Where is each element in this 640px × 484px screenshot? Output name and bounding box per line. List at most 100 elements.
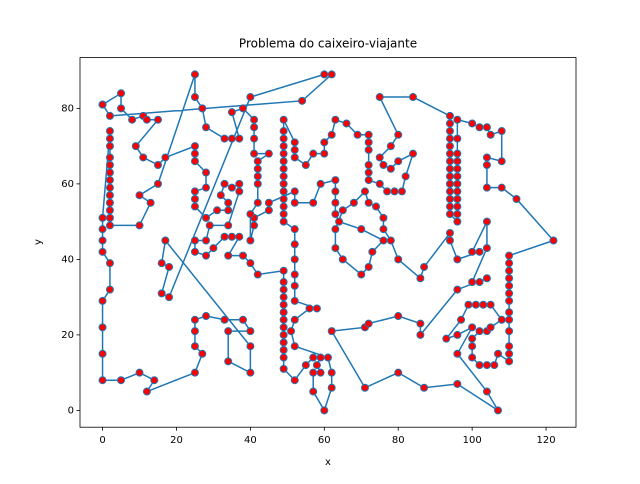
- x-tick-label: 0: [99, 435, 105, 446]
- city-marker: [290, 187, 299, 196]
- city-marker: [316, 368, 325, 377]
- city-marker: [309, 198, 318, 207]
- y-tick-label: 0: [68, 405, 74, 416]
- city-marker: [161, 236, 170, 245]
- city-marker: [475, 123, 484, 132]
- city-marker: [468, 323, 477, 332]
- city-marker: [220, 232, 229, 241]
- city-marker: [379, 236, 388, 245]
- city-marker: [331, 187, 340, 196]
- city-marker: [246, 342, 255, 351]
- city-marker: [453, 210, 462, 219]
- city-marker: [202, 168, 211, 177]
- city-marker: [190, 93, 199, 102]
- city-marker: [445, 210, 454, 219]
- city-marker: [290, 198, 299, 207]
- city-marker: [453, 172, 462, 181]
- city-marker: [290, 240, 299, 249]
- city-marker: [379, 225, 388, 234]
- city-marker: [224, 206, 233, 215]
- city-marker: [486, 323, 495, 332]
- city-marker: [279, 115, 288, 124]
- city-marker: [416, 319, 425, 328]
- city-marker: [279, 338, 288, 347]
- city-marker: [482, 274, 491, 283]
- city-marker: [331, 198, 340, 207]
- city-marker: [468, 353, 477, 362]
- city-marker: [364, 262, 373, 271]
- city-marker: [364, 130, 373, 139]
- city-marker: [190, 157, 199, 166]
- x-tick-label: 20: [170, 435, 183, 446]
- city-marker: [202, 123, 211, 132]
- city-marker: [105, 134, 114, 143]
- city-marker: [290, 255, 299, 264]
- city-marker: [279, 353, 288, 362]
- city-marker: [131, 142, 140, 151]
- city-marker: [279, 142, 288, 151]
- city-marker: [420, 262, 429, 271]
- x-axis-label: x: [325, 457, 331, 468]
- city-marker: [290, 270, 299, 279]
- city-marker: [301, 361, 310, 370]
- city-marker: [117, 89, 126, 98]
- city-marker: [416, 274, 425, 283]
- city-marker: [445, 134, 454, 143]
- city-marker: [320, 70, 329, 79]
- city-marker: [224, 221, 233, 230]
- city-marker: [482, 153, 491, 162]
- city-marker: [475, 278, 484, 287]
- city-marker: [98, 323, 107, 332]
- city-marker: [394, 368, 403, 377]
- city-marker: [301, 161, 310, 170]
- city-marker: [135, 191, 144, 200]
- city-marker: [386, 164, 395, 173]
- city-marker: [416, 330, 425, 339]
- chart-title: Problema do caixeiro-viajante: [239, 37, 417, 51]
- city-marker: [246, 210, 255, 219]
- city-marker: [331, 225, 340, 234]
- city-marker: [220, 179, 229, 188]
- y-axis-label: y: [33, 239, 44, 245]
- city-marker: [482, 217, 491, 226]
- city-marker: [290, 315, 299, 324]
- y-tick-label: 20: [61, 330, 74, 341]
- city-marker: [264, 149, 273, 158]
- city-marker: [190, 149, 199, 158]
- city-marker: [105, 206, 114, 215]
- city-marker: [279, 345, 288, 354]
- city-marker: [235, 179, 244, 188]
- city-marker: [157, 259, 166, 268]
- city-marker: [505, 259, 514, 268]
- city-marker: [209, 244, 218, 253]
- city-marker: [205, 221, 214, 230]
- city-marker: [372, 202, 381, 211]
- city-marker: [153, 115, 162, 124]
- city-marker: [383, 187, 392, 196]
- city-marker: [224, 357, 233, 366]
- city-marker: [105, 161, 114, 170]
- city-marker: [202, 183, 211, 192]
- city-marker: [327, 327, 336, 336]
- city-marker: [290, 145, 299, 154]
- city-marker: [161, 153, 170, 162]
- city-marker: [165, 293, 174, 302]
- city-marker: [409, 93, 418, 102]
- city-marker: [309, 353, 318, 362]
- city-marker: [445, 111, 454, 120]
- city-marker: [279, 187, 288, 196]
- city-marker: [453, 164, 462, 173]
- city-marker: [279, 266, 288, 275]
- city-marker: [290, 376, 299, 385]
- city-marker: [375, 179, 384, 188]
- city-marker: [98, 236, 107, 245]
- city-marker: [279, 217, 288, 226]
- city-marker: [224, 251, 233, 260]
- city-marker: [105, 111, 114, 120]
- city-marker: [390, 187, 399, 196]
- city-marker: [505, 274, 514, 283]
- city-marker: [505, 315, 514, 324]
- city-marker: [505, 342, 514, 351]
- city-marker: [457, 315, 466, 324]
